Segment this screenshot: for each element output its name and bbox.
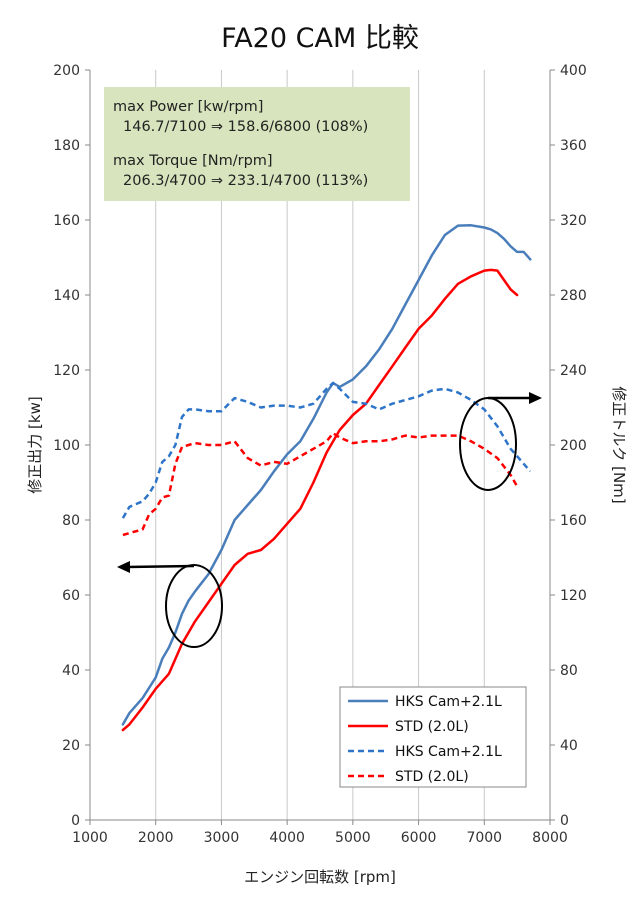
- y-axis-left-label: 修正出力 [kw]: [26, 396, 44, 493]
- y-right-tick-label-0: 0: [560, 813, 569, 829]
- y-left-tick-label-3: 60: [62, 588, 80, 604]
- x-tick-label-2: 3000: [204, 830, 240, 846]
- left-axis-callout-ellipse: [165, 564, 223, 648]
- legend-box: [339, 686, 527, 788]
- y-axis-right-label: 修正トルク [Nm]: [610, 386, 628, 503]
- series-layer: [121, 224, 532, 732]
- y-right-tick-label-5: 200: [560, 438, 587, 454]
- y-left-tick-label-5: 100: [53, 438, 80, 454]
- legend-label-1: STD (2.0L): [395, 719, 469, 735]
- y-right-tick-label-7: 280: [560, 288, 587, 304]
- annotation-line-1: max Power [kw/rpm]: [113, 99, 263, 115]
- y-left-tick-label-7: 140: [53, 288, 80, 304]
- y-right-tick-label-8: 320: [560, 213, 587, 229]
- y-right-tick-label-10: 400: [560, 63, 587, 79]
- x-tick-label-1: 2000: [138, 830, 174, 846]
- series-line-1: [121, 268, 519, 732]
- series-line-0: [121, 224, 532, 726]
- x-tick-label-5: 6000: [401, 830, 437, 846]
- annotation-background: [104, 87, 410, 201]
- left-axis-arrow: [125, 564, 195, 569]
- y-right-tick-label-3: 120: [560, 588, 587, 604]
- y-left-tick-label-10: 200: [53, 63, 80, 79]
- y-left-tick-label-9: 180: [53, 138, 80, 154]
- y-right-tick-label-1: 40: [560, 738, 578, 754]
- legend: HKS Cam+2.1L STD (2.0L) HKS Cam+2.1L STD (2…: [339, 686, 527, 788]
- y-right-tick-label-2: 80: [560, 663, 578, 679]
- legend-label-2: HKS Cam+2.1L: [395, 744, 502, 760]
- y-left-tick-label-4: 80: [62, 513, 80, 529]
- right-axis-arrowhead: [529, 392, 542, 404]
- y-left-tick-label-0: 0: [71, 813, 80, 829]
- chart-title: FA20 CAM 比較: [221, 23, 419, 54]
- axes: 1000 2000 3000 4000 5000 6000 7000 800002040608…: [53, 63, 586, 846]
- axis-callouts: [117, 392, 542, 648]
- x-tick-label-6: 7000: [466, 830, 502, 846]
- y-right-tick-label-4: 160: [560, 513, 587, 529]
- x-tick-label-7: 8000: [532, 830, 568, 846]
- series-line-3: [122, 431, 519, 537]
- annotation-box: max Power [kw/rpm] 146.7/7100 ⇒ 158.6/68…: [104, 87, 410, 201]
- annotation-line-2: 146.7/7100 ⇒ 158.6/6800 (108%): [123, 119, 368, 135]
- y-left-tick-label-1: 20: [62, 738, 80, 754]
- series-line-2: [121, 381, 532, 519]
- annotation-line-3: max Torque [Nm/rpm]: [113, 153, 273, 169]
- x-tick-label-0: 1000: [72, 830, 108, 846]
- x-tick-label-4: 5000: [335, 830, 371, 846]
- y-right-tick-label-9: 360: [560, 138, 587, 154]
- x-axis-label: エンジン回転数 [rpm]: [244, 868, 396, 886]
- y-left-tick-label-2: 40: [62, 663, 80, 679]
- legend-label-0: HKS Cam+2.1L: [395, 694, 502, 710]
- y-right-tick-label-6: 240: [560, 363, 587, 379]
- annotation-line-4: 206.3/4700 ⇒ 233.1/4700 (113%): [123, 173, 368, 189]
- y-left-tick-label-8: 160: [53, 213, 80, 229]
- x-tick-label-3: 4000: [269, 830, 305, 846]
- left-axis-arrowhead: [117, 561, 130, 573]
- legend-label-3: STD (2.0L): [395, 769, 469, 785]
- y-left-tick-label-6: 120: [53, 363, 80, 379]
